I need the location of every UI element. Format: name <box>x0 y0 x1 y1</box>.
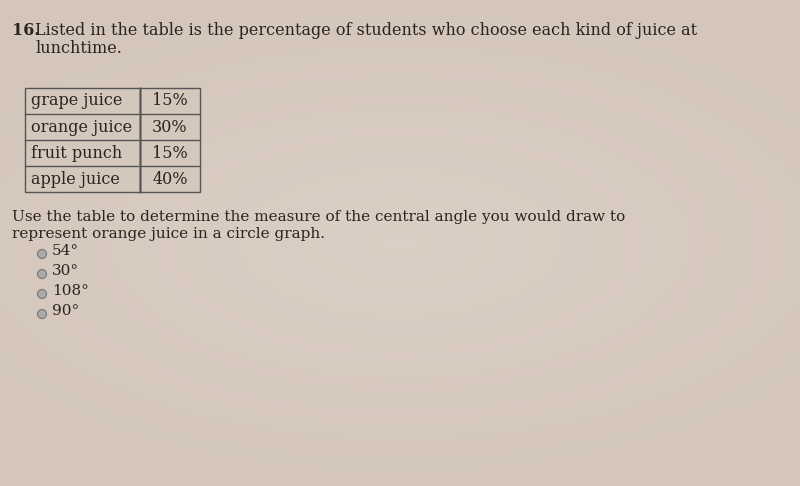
Text: 30%: 30% <box>152 119 188 136</box>
Text: 40%: 40% <box>152 171 188 188</box>
Circle shape <box>38 290 46 298</box>
Circle shape <box>38 310 46 318</box>
Text: lunchtime.: lunchtime. <box>35 40 122 57</box>
FancyBboxPatch shape <box>25 88 200 192</box>
Text: orange juice: orange juice <box>31 119 132 136</box>
Text: apple juice: apple juice <box>31 171 120 188</box>
Text: represent orange juice in a circle graph.: represent orange juice in a circle graph… <box>12 227 325 241</box>
Text: fruit punch: fruit punch <box>31 144 122 161</box>
Text: 108°: 108° <box>52 284 89 298</box>
Text: Use the table to determine the measure of the central angle you would draw to: Use the table to determine the measure o… <box>12 210 626 224</box>
Text: Listed in the table is the percentage of students who choose each kind of juice : Listed in the table is the percentage of… <box>35 22 697 39</box>
Circle shape <box>38 249 46 259</box>
Text: 15%: 15% <box>152 144 188 161</box>
Text: 16.: 16. <box>12 22 40 39</box>
Text: 90°: 90° <box>52 304 79 318</box>
Text: 30°: 30° <box>52 264 79 278</box>
Text: 54°: 54° <box>52 244 79 258</box>
Text: grape juice: grape juice <box>31 92 122 109</box>
Circle shape <box>38 270 46 278</box>
Text: 15%: 15% <box>152 92 188 109</box>
